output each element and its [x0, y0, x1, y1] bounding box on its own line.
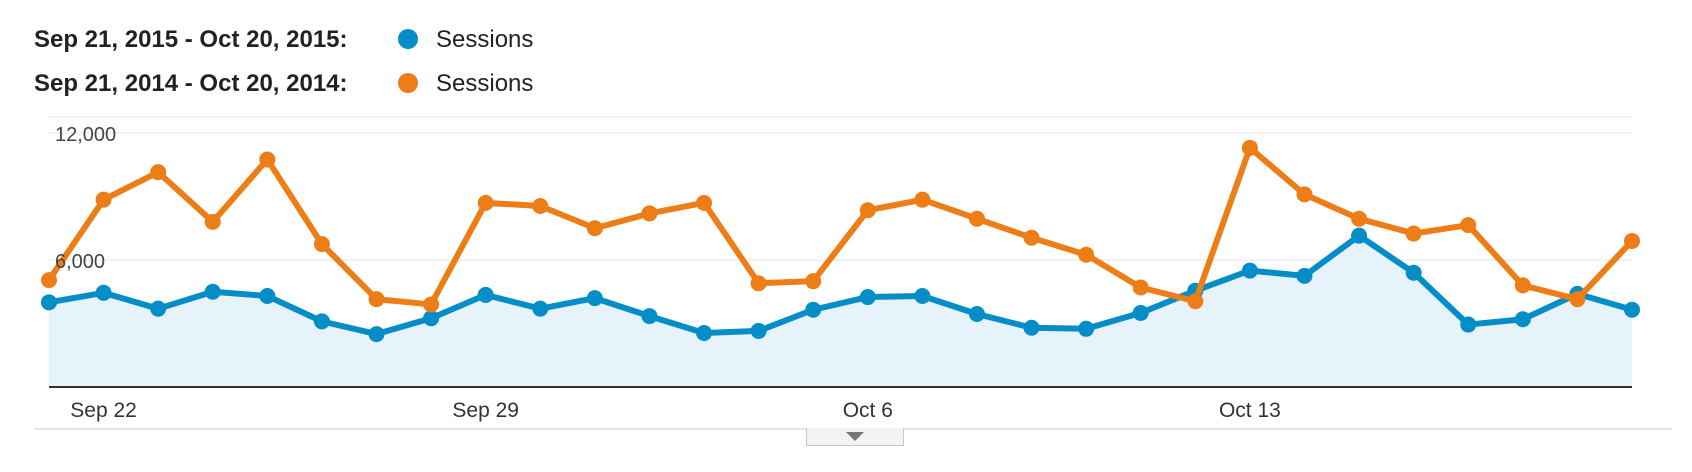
- x-tick-label-0: Sep 22: [70, 399, 137, 422]
- x-tick-label-2: Oct 6: [843, 399, 893, 422]
- series-1-point-0: [41, 272, 57, 289]
- series-line-1: [46, 144, 1635, 308]
- series-1-point-6: [368, 291, 385, 308]
- series-0-point-25: [1405, 264, 1422, 281]
- series-0-point-17: [968, 305, 985, 322]
- series-1-point-19: [1078, 246, 1095, 263]
- series-0-point-2: [150, 300, 167, 317]
- series-1-point-20: [1132, 279, 1149, 296]
- chart-expand-button[interactable]: [806, 428, 904, 446]
- series-1-point-23: [1296, 186, 1313, 203]
- series-0-point-3: [204, 283, 221, 300]
- legend-series-current: Sessions: [436, 26, 534, 53]
- series-1-point-13: [750, 275, 767, 292]
- series-1-point-10: [586, 220, 603, 237]
- series-1-point-12: [696, 194, 713, 211]
- series-0-point-13: [750, 322, 767, 339]
- series-0-point-9: [532, 300, 549, 317]
- series-1-point-21: [1187, 293, 1204, 310]
- legend-dot-blue: [398, 29, 418, 49]
- series-1-point-24: [1351, 210, 1368, 227]
- series-0-point-15: [859, 289, 876, 306]
- series-0-point-14: [805, 301, 822, 318]
- series-1-point-2: [150, 164, 167, 181]
- series-line-0: [46, 232, 1635, 338]
- series-0-point-18: [1023, 319, 1040, 336]
- series-0-point-5: [313, 313, 330, 330]
- series-0-point-7: [423, 310, 440, 327]
- series-area-0: [49, 235, 1632, 387]
- series-1-point-4: [259, 151, 276, 168]
- series-0-point-11: [641, 308, 658, 325]
- series-1-point-3: [204, 213, 221, 230]
- series-0-point-8: [477, 286, 494, 303]
- series-1-point-5: [313, 236, 330, 253]
- series-0-point-23: [1296, 267, 1313, 284]
- series-1-point-27: [1514, 277, 1531, 294]
- series-0-point-6: [368, 326, 385, 343]
- y-tick-label-0: 6,000: [55, 251, 105, 273]
- series-1-point-11: [641, 205, 658, 222]
- series-1-point-18: [1023, 229, 1040, 246]
- series-0-point-27: [1514, 311, 1531, 328]
- series-1-point-15: [859, 202, 876, 219]
- y-tick-label-1: 12,000: [55, 124, 116, 146]
- series-1-point-25: [1405, 225, 1422, 242]
- series-0-point-0: [41, 294, 57, 311]
- legend-range-current: Sep 21, 2015 - Oct 20, 2015:: [34, 26, 348, 53]
- series-1-point-7: [423, 296, 440, 313]
- series-1-point-28: [1569, 291, 1586, 308]
- series-1-point-8: [477, 194, 494, 211]
- series-0-point-4: [259, 287, 276, 304]
- x-tick-label-3: Oct 13: [1219, 399, 1281, 422]
- series-1-point-16: [914, 191, 931, 208]
- series-0-point-16: [914, 287, 931, 304]
- series-1-point-1: [95, 191, 112, 208]
- series-0-point-1: [95, 284, 112, 301]
- series-1-point-22: [1241, 139, 1258, 156]
- series-0-point-22: [1241, 262, 1258, 279]
- series-1-point-9: [532, 198, 549, 215]
- series-1-point-17: [968, 210, 985, 227]
- x-tick-label-1: Sep 29: [452, 399, 519, 422]
- legend-range-previous: Sep 21, 2014 - Oct 20, 2014:: [34, 70, 348, 97]
- legend-series-previous: Sessions: [436, 70, 534, 97]
- series-0-point-20: [1132, 304, 1149, 321]
- series-0-point-10: [586, 290, 603, 307]
- series-1-point-14: [805, 273, 822, 290]
- series-1-point-29: [1624, 232, 1640, 249]
- series-0-point-24: [1351, 227, 1368, 244]
- series-0-point-29: [1624, 301, 1640, 318]
- series-0-point-12: [696, 325, 713, 342]
- series-0-point-19: [1078, 320, 1095, 337]
- legend-dot-orange: [398, 73, 418, 93]
- chevron-down-icon: [846, 432, 864, 441]
- series-1-point-26: [1460, 217, 1477, 234]
- series-0-point-26: [1460, 316, 1477, 333]
